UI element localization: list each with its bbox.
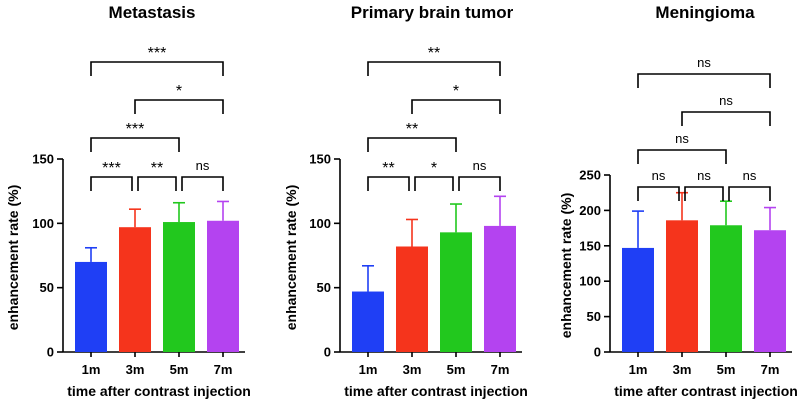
x-tick-label: 3m	[403, 362, 422, 377]
significance-bracket	[181, 176, 224, 191]
significance-label: ns	[697, 168, 711, 183]
bar-5m	[440, 232, 472, 352]
y-tick-label: 150	[309, 152, 331, 167]
y-tick-label: 50	[587, 309, 601, 324]
x-axis-title: time after contrast injection	[344, 383, 528, 399]
chart-title: Meningioma	[655, 3, 755, 22]
significance-bracket	[90, 137, 180, 152]
significance-bracket	[728, 186, 771, 201]
significance-label: ns	[473, 158, 487, 173]
significance-label: ***	[102, 160, 121, 177]
significance-label: ns	[719, 93, 733, 108]
significance-bracket	[90, 61, 224, 76]
significance-label: *	[431, 160, 437, 177]
significance-bracket	[134, 99, 224, 114]
y-tick-label: 0	[47, 345, 54, 360]
significance-label: ***	[126, 121, 145, 138]
y-tick-label: 200	[579, 203, 601, 218]
bar-1m	[622, 247, 654, 352]
x-tick-label: 3m	[673, 362, 692, 377]
significance-label: **	[406, 121, 418, 138]
significance-bracket	[137, 176, 177, 191]
x-tick-label: 7m	[214, 362, 233, 377]
y-tick-label: 0	[324, 345, 331, 360]
significance-bracket	[637, 186, 680, 201]
significance-bracket	[681, 111, 771, 126]
significance-label: ***	[148, 45, 167, 62]
bar-3m	[119, 227, 151, 352]
chart-title: Primary brain tumor	[351, 3, 514, 22]
y-tick-label: 0	[594, 345, 601, 360]
bar-5m	[710, 225, 742, 352]
x-tick-label: 5m	[170, 362, 189, 377]
significance-label: ns	[675, 131, 689, 146]
y-axis-title: enhancement rate (%)	[558, 193, 574, 338]
panel-2: Primary brain tumor 0 50 100 150 enhancement …	[283, 3, 528, 399]
significance-label: **	[382, 160, 394, 177]
bar-5m	[163, 222, 195, 352]
x-tick-label: 1m	[82, 362, 101, 377]
y-tick-label: 150	[32, 152, 54, 167]
significance-bracket	[458, 176, 501, 191]
panel-3: Meningioma 0 50 100 150 200 250 enhancement rat…	[558, 3, 797, 399]
significance-bracket	[367, 137, 457, 152]
significance-bracket	[411, 99, 501, 114]
x-tick-label: 5m	[447, 362, 466, 377]
bar-7m	[754, 230, 786, 352]
y-tick-label: 50	[317, 280, 331, 295]
bar-7m	[484, 225, 516, 352]
significance-label: **	[151, 160, 163, 177]
significance-label: *	[176, 83, 182, 100]
x-tick-label: 5m	[717, 362, 736, 377]
y-tick-label: 100	[579, 274, 601, 289]
bar-3m	[396, 246, 428, 352]
significance-label: *	[453, 83, 459, 100]
x-axis-title: time after contrast injection	[67, 383, 251, 399]
x-tick-label: 1m	[359, 362, 378, 377]
significance-bracket	[367, 176, 410, 191]
y-axis-title: enhancement rate (%)	[283, 185, 299, 330]
significance-label: ns	[697, 55, 711, 70]
bar-1m	[352, 291, 384, 352]
significance-bracket	[637, 73, 771, 88]
significance-label: ns	[196, 158, 210, 173]
x-tick-label: 3m	[126, 362, 145, 377]
significance-bracket	[367, 61, 501, 76]
x-tick-label: 7m	[491, 362, 510, 377]
bar-7m	[207, 220, 239, 352]
x-tick-label: 1m	[629, 362, 648, 377]
x-tick-label: 7m	[761, 362, 780, 377]
significance-bracket	[684, 186, 724, 201]
y-tick-label: 250	[579, 168, 601, 183]
y-tick-label: 100	[32, 216, 54, 231]
significance-bracket	[414, 176, 454, 191]
panel-1: Metastasis 0 50 100 150 enhancement rate (%) 1…	[5, 3, 251, 399]
significance-label: ns	[743, 168, 757, 183]
significance-label: ns	[652, 168, 666, 183]
y-tick-label: 150	[579, 238, 601, 253]
bar-3m	[666, 220, 698, 352]
y-axis-title: enhancement rate (%)	[5, 185, 21, 330]
significance-label: **	[428, 45, 440, 62]
y-tick-label: 50	[40, 280, 54, 295]
bar-1m	[75, 261, 107, 352]
significance-bracket	[637, 149, 727, 164]
y-tick-label: 100	[309, 216, 331, 231]
significance-bracket	[90, 176, 133, 191]
chart-title: Metastasis	[109, 3, 196, 22]
x-axis-title: time after contrast injection	[614, 383, 797, 399]
